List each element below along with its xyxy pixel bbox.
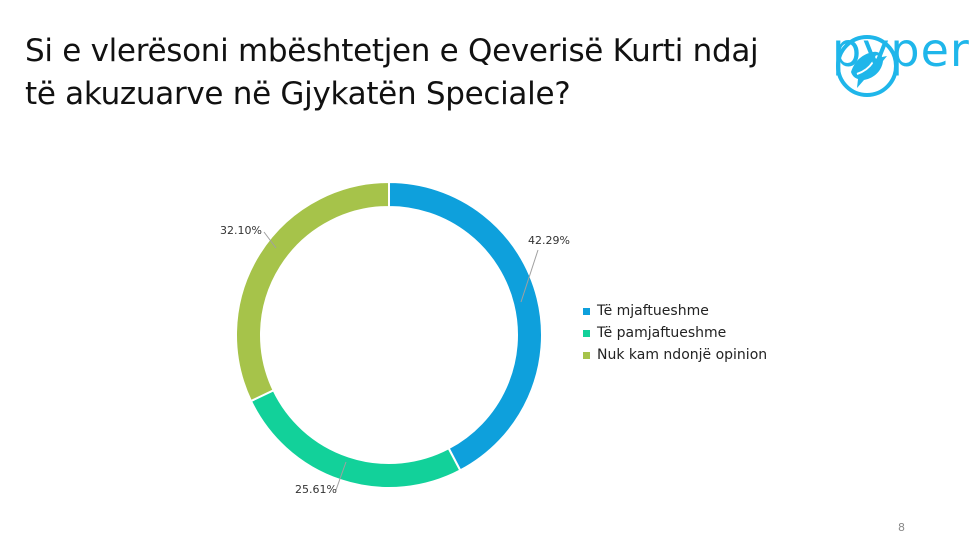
chart-legend: Të mjaftueshme Të pamjaftueshme Nuk kam nd… bbox=[583, 300, 767, 366]
legend-swatch bbox=[583, 307, 590, 315]
donut-slice-1 bbox=[388, 180, 543, 472]
legend-item-2: Të pamjaftueshme bbox=[583, 322, 767, 344]
data-label-3: 32.10% bbox=[220, 224, 262, 237]
donut-slice-3 bbox=[235, 180, 390, 403]
title-line-1: Si e vlerësoni mbështetjen e Qeverisë Ku… bbox=[25, 33, 759, 69]
page-number: 8 bbox=[898, 521, 905, 534]
legend-swatch bbox=[583, 351, 590, 359]
legend-label: Të mjaftueshme bbox=[597, 303, 709, 319]
data-label-1: 42.29% bbox=[528, 234, 570, 247]
leader-line-1 bbox=[520, 249, 539, 303]
legend-swatch bbox=[583, 329, 590, 337]
leader-line-2 bbox=[335, 461, 347, 491]
leader-line-3 bbox=[263, 231, 277, 249]
legend-label: Të pamjaftueshme bbox=[597, 325, 727, 341]
legend-label: Nuk kam ndonjë opinion bbox=[597, 347, 768, 363]
data-label-2: 25.61% bbox=[295, 483, 337, 496]
legend-item-1: Të mjaftueshme bbox=[583, 300, 767, 322]
legend-item-3: Nuk kam ndonjë opinion bbox=[583, 344, 767, 366]
pyper-bird-logo-icon bbox=[836, 35, 898, 97]
donut-slice-2 bbox=[249, 388, 462, 489]
logo-text: pyper bbox=[832, 23, 970, 77]
title-line-2: të akuzuarve në Gjykatën Speciale? bbox=[25, 76, 571, 112]
slide-title: Si e vlerësoni mbështetjen e Qeverisë Ku… bbox=[25, 30, 765, 116]
